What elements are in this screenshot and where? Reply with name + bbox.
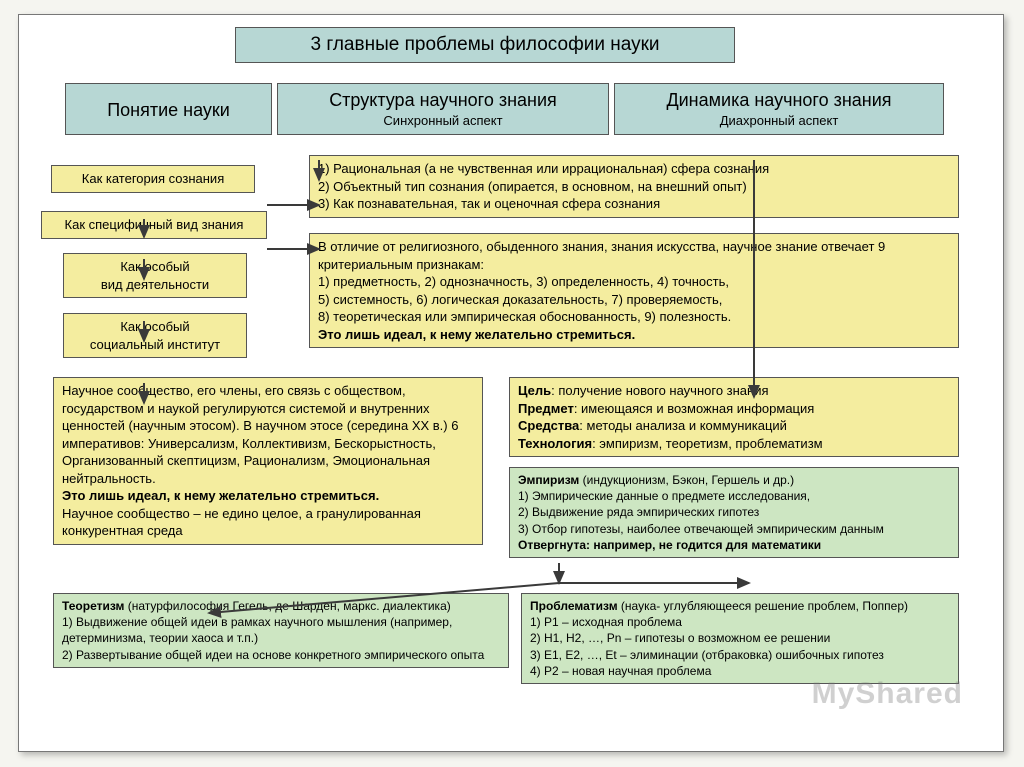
header-dynamics-title: Динамика научного знания	[623, 88, 935, 112]
header-dynamics: Динамика научного знания Диахронный аспе…	[614, 83, 944, 135]
teoretism-body: (натурфилософия Гегель, де Шарден, маркс…	[62, 599, 484, 662]
community-tail: Научное сообщество – не едино целое, а г…	[62, 506, 421, 539]
nine-criteria-bold: Это лишь идеал, к нему желательно стреми…	[318, 327, 635, 342]
header-structure-sub: Синхронный аспект	[286, 112, 600, 130]
problematism-box: Проблематизм (наука- углубляющееся решен…	[521, 593, 959, 684]
header-structure-title: Структура научного знания	[286, 88, 600, 112]
header-dynamics-sub: Диахронный аспект	[623, 112, 935, 130]
goal-text: : получение нового научного знания	[551, 383, 768, 398]
nine-criteria: В отличие от религиозного, обыденного зн…	[309, 233, 959, 348]
header-concept: Понятие науки	[65, 83, 272, 135]
teoretism-box: Теоретизм (натурфилософия Гегель, де Шар…	[53, 593, 509, 668]
subject-text: : имеющаяся и возможная информация	[574, 401, 815, 416]
technology-text: : эмпиризм, теоретизм, проблематизм	[592, 436, 823, 451]
rational-sphere: 1) Рациональная (а не чувственная или ир…	[309, 155, 959, 218]
goals-box: Цель: получение нового научного знания П…	[509, 377, 959, 457]
community-bold: Это лишь идеал, к нему желательно стреми…	[62, 488, 379, 503]
problematism-head: Проблематизм	[530, 599, 618, 613]
nine-criteria-text: В отличие от религиозного, обыденного зн…	[318, 239, 885, 324]
subject-label: Предмет	[518, 401, 574, 416]
diagram-frame: 3 главные проблемы философии науки Понят…	[18, 14, 1004, 752]
concept-category: Как категория сознания	[51, 165, 255, 193]
goal-label: Цель	[518, 383, 551, 398]
scientific-community: Научное сообщество, его члены, его связь…	[53, 377, 483, 545]
technology-label: Технология	[518, 436, 592, 451]
concept-activity: Как особый вид деятельности	[63, 253, 247, 298]
header-structure: Структура научного знания Синхронный асп…	[277, 83, 609, 135]
watermark: MyShared	[812, 677, 963, 711]
empirism-bold: Отвергнута: например, не годится для мат…	[518, 538, 821, 552]
means-label: Средства	[518, 418, 579, 433]
community-text: Научное сообщество, его члены, его связь…	[62, 383, 458, 486]
concept-institution: Как особый социальный институт	[63, 313, 247, 358]
main-title: 3 главные проблемы философии науки	[235, 27, 735, 63]
teoretism-head: Теоретизм	[62, 599, 124, 613]
means-text: : методы анализа и коммуникаций	[579, 418, 787, 433]
concept-specific-knowledge: Как специфичный вид знания	[41, 211, 267, 239]
empirism-box: Эмпиризм (индукционизм, Бэкон, Гершель и…	[509, 467, 959, 558]
empirism-head: Эмпиризм	[518, 473, 579, 487]
